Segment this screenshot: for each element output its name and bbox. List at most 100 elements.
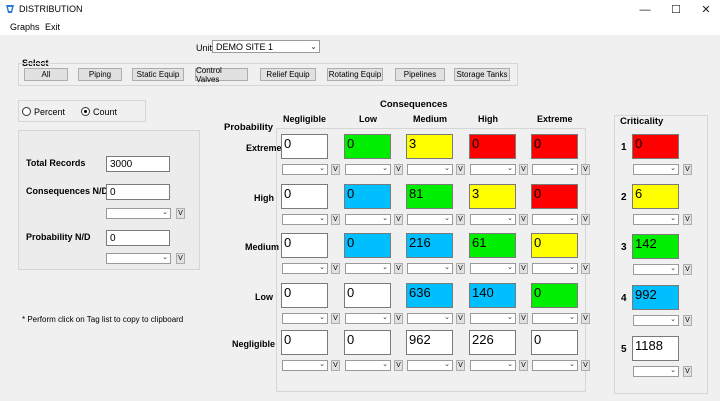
tag-list-dropdown[interactable]: ⌄	[345, 360, 391, 371]
tag-list-dropdown[interactable]: ⌄	[470, 360, 516, 371]
matrix-cell-high-low[interactable]: 0	[344, 184, 391, 209]
relief-equip-button[interactable]: Relief Equip	[260, 68, 316, 81]
tag-list-dropdown[interactable]: ⌄	[282, 214, 328, 225]
v-button[interactable]: V	[581, 263, 590, 274]
matrix-cell-high-high[interactable]: 3	[469, 184, 516, 209]
consequences-nd-dropdown[interactable]: ⌄	[106, 208, 171, 219]
tag-list-dropdown[interactable]: ⌄	[532, 360, 578, 371]
tag-list-dropdown[interactable]: ⌄	[532, 313, 578, 324]
tag-list-dropdown[interactable]: ⌄	[407, 164, 453, 175]
matrix-cell-high-medium[interactable]: 81	[406, 184, 453, 209]
tag-list-dropdown[interactable]: ⌄	[345, 164, 391, 175]
tag-list-dropdown[interactable]: ⌄	[407, 214, 453, 225]
tag-list-dropdown[interactable]: ⌄	[532, 263, 578, 274]
v-button[interactable]: V	[394, 164, 403, 175]
maximize-button[interactable]: ☐	[671, 4, 681, 16]
matrix-cell-low-negligible[interactable]: 0	[281, 283, 328, 308]
piping-button[interactable]: Piping	[78, 68, 122, 81]
matrix-cell-low-high[interactable]: 140	[469, 283, 516, 308]
matrix-cell-extreme-low[interactable]: 0	[344, 134, 391, 159]
tag-list-dropdown[interactable]: ⌄	[282, 313, 328, 324]
matrix-cell-extreme-medium[interactable]: 3	[406, 134, 453, 159]
matrix-cell-low-low[interactable]: 0	[344, 283, 391, 308]
matrix-cell-negligible-high[interactable]: 226	[469, 330, 516, 355]
v-button[interactable]: V	[456, 263, 465, 274]
matrix-cell-extreme-negligible[interactable]: 0	[281, 134, 328, 159]
count-radio[interactable]	[81, 107, 90, 116]
v-button[interactable]: V	[519, 164, 528, 175]
criticality-dropdown[interactable]: ⌄	[633, 164, 679, 175]
matrix-cell-low-extreme[interactable]: 0	[531, 283, 578, 308]
consequences-nd-v-button[interactable]: V	[176, 208, 185, 219]
matrix-cell-high-negligible[interactable]: 0	[281, 184, 328, 209]
v-button[interactable]: V	[456, 214, 465, 225]
criticality-dropdown[interactable]: ⌄	[633, 315, 679, 326]
v-button[interactable]: V	[394, 263, 403, 274]
v-button[interactable]: V	[331, 164, 340, 175]
matrix-cell-medium-extreme[interactable]: 0	[531, 233, 578, 258]
matrix-cell-medium-negligible[interactable]: 0	[281, 233, 328, 258]
unit-select[interactable]: DEMO SITE 1 ⌄	[212, 40, 320, 53]
matrix-cell-medium-low[interactable]: 0	[344, 233, 391, 258]
criticality-cell-3[interactable]: 142	[632, 234, 679, 259]
criticality-v-button[interactable]: V	[683, 164, 692, 175]
criticality-cell-1[interactable]: 0	[632, 134, 679, 159]
tag-list-dropdown[interactable]: ⌄	[532, 214, 578, 225]
v-button[interactable]: V	[456, 164, 465, 175]
close-button[interactable]: ✕	[701, 4, 711, 16]
v-button[interactable]: V	[331, 263, 340, 274]
minimize-button[interactable]: —	[639, 3, 651, 16]
v-button[interactable]: V	[581, 313, 590, 324]
v-button[interactable]: V	[331, 214, 340, 225]
tag-list-dropdown[interactable]: ⌄	[282, 263, 328, 274]
pipelines-button[interactable]: Pipelines	[395, 68, 445, 81]
matrix-cell-negligible-low[interactable]: 0	[344, 330, 391, 355]
criticality-dropdown[interactable]: ⌄	[633, 366, 679, 377]
static-equip-button[interactable]: Static Equip	[132, 68, 184, 81]
criticality-cell-4[interactable]: 992	[632, 285, 679, 310]
v-button[interactable]: V	[581, 214, 590, 225]
criticality-v-button[interactable]: V	[683, 264, 692, 275]
criticality-cell-2[interactable]: 6	[632, 184, 679, 209]
criticality-dropdown[interactable]: ⌄	[633, 264, 679, 275]
criticality-v-button[interactable]: V	[683, 315, 692, 326]
v-button[interactable]: V	[394, 313, 403, 324]
v-button[interactable]: V	[394, 360, 403, 371]
matrix-cell-medium-high[interactable]: 61	[469, 233, 516, 258]
criticality-cell-5[interactable]: 1188	[632, 336, 679, 361]
matrix-cell-extreme-high[interactable]: 0	[469, 134, 516, 159]
v-button[interactable]: V	[456, 313, 465, 324]
v-button[interactable]: V	[581, 164, 590, 175]
probability-nd-field[interactable]: 0	[106, 230, 170, 246]
probability-nd-v-button[interactable]: V	[176, 253, 185, 264]
tag-list-dropdown[interactable]: ⌄	[470, 313, 516, 324]
criticality-v-button[interactable]: V	[683, 366, 692, 377]
tag-list-dropdown[interactable]: ⌄	[470, 214, 516, 225]
matrix-cell-extreme-extreme[interactable]: 0	[531, 134, 578, 159]
tag-list-dropdown[interactable]: ⌄	[282, 360, 328, 371]
v-button[interactable]: V	[456, 360, 465, 371]
tag-list-dropdown[interactable]: ⌄	[282, 164, 328, 175]
v-button[interactable]: V	[394, 214, 403, 225]
matrix-cell-negligible-medium[interactable]: 962	[406, 330, 453, 355]
v-button[interactable]: V	[519, 214, 528, 225]
menu-graphs[interactable]: Graphs	[10, 22, 40, 32]
matrix-cell-negligible-negligible[interactable]: 0	[281, 330, 328, 355]
tag-list-dropdown[interactable]: ⌄	[407, 360, 453, 371]
tag-list-dropdown[interactable]: ⌄	[345, 214, 391, 225]
menu-exit[interactable]: Exit	[45, 22, 61, 32]
tag-list-dropdown[interactable]: ⌄	[345, 263, 391, 274]
tag-list-dropdown[interactable]: ⌄	[532, 164, 578, 175]
tag-list-dropdown[interactable]: ⌄	[470, 263, 516, 274]
v-button[interactable]: V	[519, 360, 528, 371]
v-button[interactable]: V	[581, 360, 590, 371]
matrix-cell-high-extreme[interactable]: 0	[531, 184, 578, 209]
probability-nd-dropdown[interactable]: ⌄	[106, 253, 171, 264]
storage-tanks-button[interactable]: Storage Tanks	[454, 68, 510, 81]
total-records-field[interactable]: 3000	[106, 156, 170, 172]
percent-radio[interactable]	[22, 107, 31, 116]
tag-list-dropdown[interactable]: ⌄	[470, 164, 516, 175]
control-valves-button[interactable]: Control Valves	[195, 66, 248, 84]
consequences-nd-field[interactable]: 0	[106, 184, 170, 200]
tag-list-dropdown[interactable]: ⌄	[345, 313, 391, 324]
